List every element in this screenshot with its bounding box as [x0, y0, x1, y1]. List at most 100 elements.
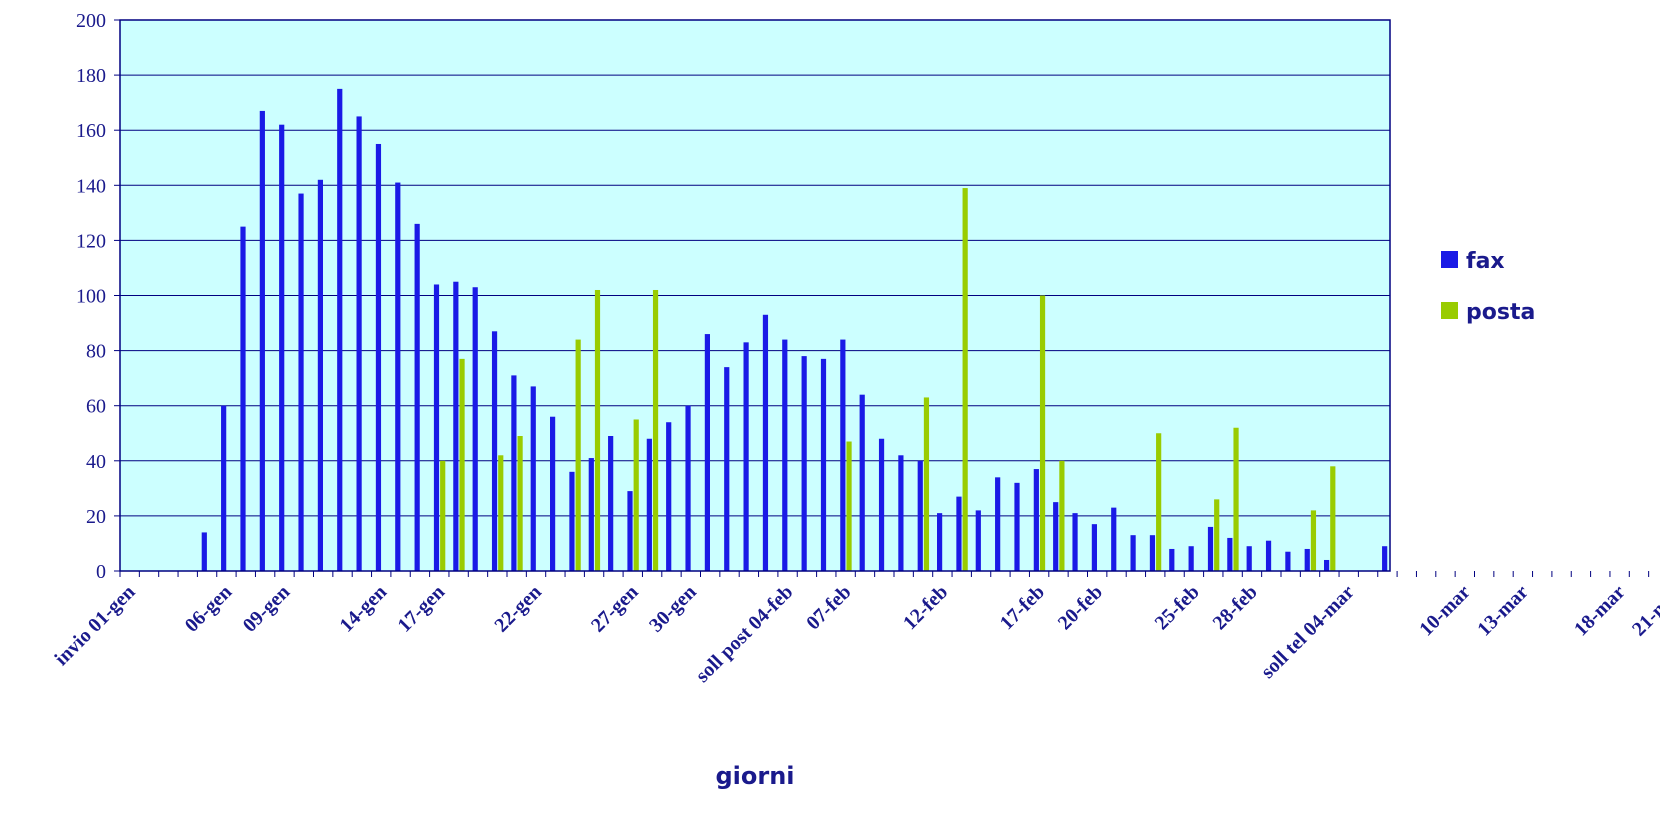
x-axis-ticks: invio 01-gen 06-gen 09-gen 14-gen 17-gen 22-g…	[51, 571, 1660, 687]
bar-fax-19-feb	[1072, 513, 1078, 571]
bar-fax-soll post 04-feb	[782, 339, 788, 571]
bar-fax-24-gen	[569, 471, 575, 571]
bar-fax-25-feb	[1188, 546, 1194, 571]
bar-posta-20-gen	[498, 455, 504, 571]
bar-fax-17-gen	[433, 284, 440, 571]
y-tick-label: 0	[96, 561, 106, 583]
x-tick-label: 13-mar	[1473, 581, 1533, 641]
bar-fax-18-feb	[1053, 502, 1059, 572]
bar-fax-11-gen	[317, 179, 323, 572]
bar-fax-09-feb	[878, 438, 885, 571]
y-tick-label: 100	[76, 286, 106, 308]
x-tick-label: 10-mar	[1415, 581, 1475, 641]
bars	[201, 88, 1388, 572]
bar-fax-30-gen	[685, 405, 691, 571]
bar-fax-26-gen	[608, 436, 614, 571]
bar-fax-10-gen	[298, 193, 304, 571]
bar-fax-23-gen	[550, 416, 556, 571]
bar-fax-03-feb	[762, 314, 769, 571]
bar-fax-11-feb	[917, 460, 923, 571]
bar-fax-21-gen	[511, 375, 517, 571]
bar-fax-18-gen	[453, 281, 459, 571]
bar-posta-17-feb	[1039, 295, 1046, 571]
bar-posta-25-gen	[594, 289, 601, 571]
legend: fax posta	[1441, 249, 1535, 325]
bar-fax-05-gen	[201, 532, 207, 571]
bar-posta-26-feb	[1214, 499, 1220, 571]
x-tick-label: 17-feb	[996, 581, 1049, 634]
bar-fax-07-gen	[240, 226, 246, 572]
y-tick-label: 80	[86, 341, 106, 363]
bar-fax-31-gen	[704, 334, 710, 571]
bar-fax-21-feb	[1111, 507, 1117, 571]
bar-fax-28-gen	[646, 438, 652, 571]
bar-fax-06-gen	[221, 405, 227, 571]
bar-fax-22-gen	[530, 386, 536, 571]
bar-posta-07-feb	[846, 441, 852, 571]
y-tick-label: 20	[86, 506, 106, 528]
bar-fax-20-feb	[1091, 524, 1097, 571]
x-tick-label: 28-feb	[1209, 581, 1262, 634]
y-tick-label: 180	[76, 65, 106, 87]
x-tick-label: 06-gen	[181, 581, 237, 637]
bar-fax-13-gen	[356, 116, 362, 572]
bar-posta-17-gen	[440, 460, 446, 571]
bar-fax-02-mar	[1304, 548, 1310, 571]
x-tick-label: invio 01-gen	[51, 581, 140, 670]
bar-posta-18-feb	[1059, 460, 1065, 571]
bar-fax-22-feb	[1130, 535, 1136, 571]
bar-fax-10-feb	[898, 455, 904, 571]
bar-fax-27-gen	[627, 491, 633, 571]
bar-fax-26-feb	[1207, 526, 1214, 571]
bar-fax-16-gen	[414, 223, 420, 571]
x-tick-label: 09-gen	[239, 581, 295, 637]
bar-fax-14-feb	[975, 510, 981, 571]
x-tick-label: 22-gen	[490, 581, 546, 637]
legend-swatch-fax	[1441, 251, 1458, 268]
bar-fax-15-gen	[395, 182, 401, 572]
bar-posta-28-gen	[652, 289, 659, 571]
bar-fax-08-gen	[259, 110, 265, 572]
plot-border	[119, 19, 1391, 572]
bar-fax-09-gen	[279, 124, 285, 571]
x-tick-label: 21-mar	[1628, 581, 1660, 641]
bar-fax-20-gen	[491, 331, 498, 571]
bar-posta-11-feb	[923, 397, 930, 571]
bar-fax-15-feb	[995, 477, 1001, 571]
bar-fax-17-feb	[1033, 469, 1039, 571]
x-tick-label: 07-feb	[802, 581, 855, 634]
bar-fax-01-feb	[724, 367, 730, 571]
x-tick-label: 25-feb	[1151, 581, 1204, 634]
bar-fax-06-mar	[1382, 546, 1388, 571]
bar-fax-12-gen	[337, 88, 343, 572]
bar-fax-27-feb	[1227, 537, 1233, 571]
y-tick-label: 120	[76, 230, 106, 252]
x-tick-label: 17-gen	[394, 581, 450, 637]
bar-fax-28-feb	[1246, 546, 1252, 571]
legend-label-posta: posta	[1466, 300, 1535, 325]
bar-fax-23-feb	[1149, 535, 1156, 571]
bar-fax-07-feb	[840, 339, 846, 571]
bar-fax-16-feb	[1014, 482, 1020, 571]
bar-fax-24-feb	[1169, 548, 1175, 571]
bar-fax-29-gen	[666, 422, 672, 571]
bar-posta-27-feb	[1233, 427, 1239, 571]
x-tick-label: 14-gen	[336, 581, 392, 637]
bar-fax-05-feb	[801, 356, 807, 571]
bar-posta-18-gen	[459, 358, 465, 571]
bar-posta-21-gen	[517, 436, 523, 571]
bar-fax-19-gen	[472, 287, 478, 571]
bar-posta-13-feb	[962, 188, 968, 571]
bar-posta-24-gen	[575, 339, 581, 571]
bar-posta-02-mar	[1310, 510, 1317, 571]
y-tick-label: 200	[76, 10, 106, 32]
y-tick-label: 160	[76, 120, 106, 142]
x-tick-label: soll tel 04-mar	[1257, 581, 1359, 683]
bar-posta-23-feb	[1156, 433, 1162, 571]
bar-fax-13-feb	[956, 496, 962, 571]
x-tick-label: 18-mar	[1570, 581, 1630, 641]
bar-posta-27-gen	[633, 419, 639, 571]
x-tick-label: 20-feb	[1054, 581, 1107, 634]
x-tick-label: soll post 04-feb	[692, 581, 798, 687]
